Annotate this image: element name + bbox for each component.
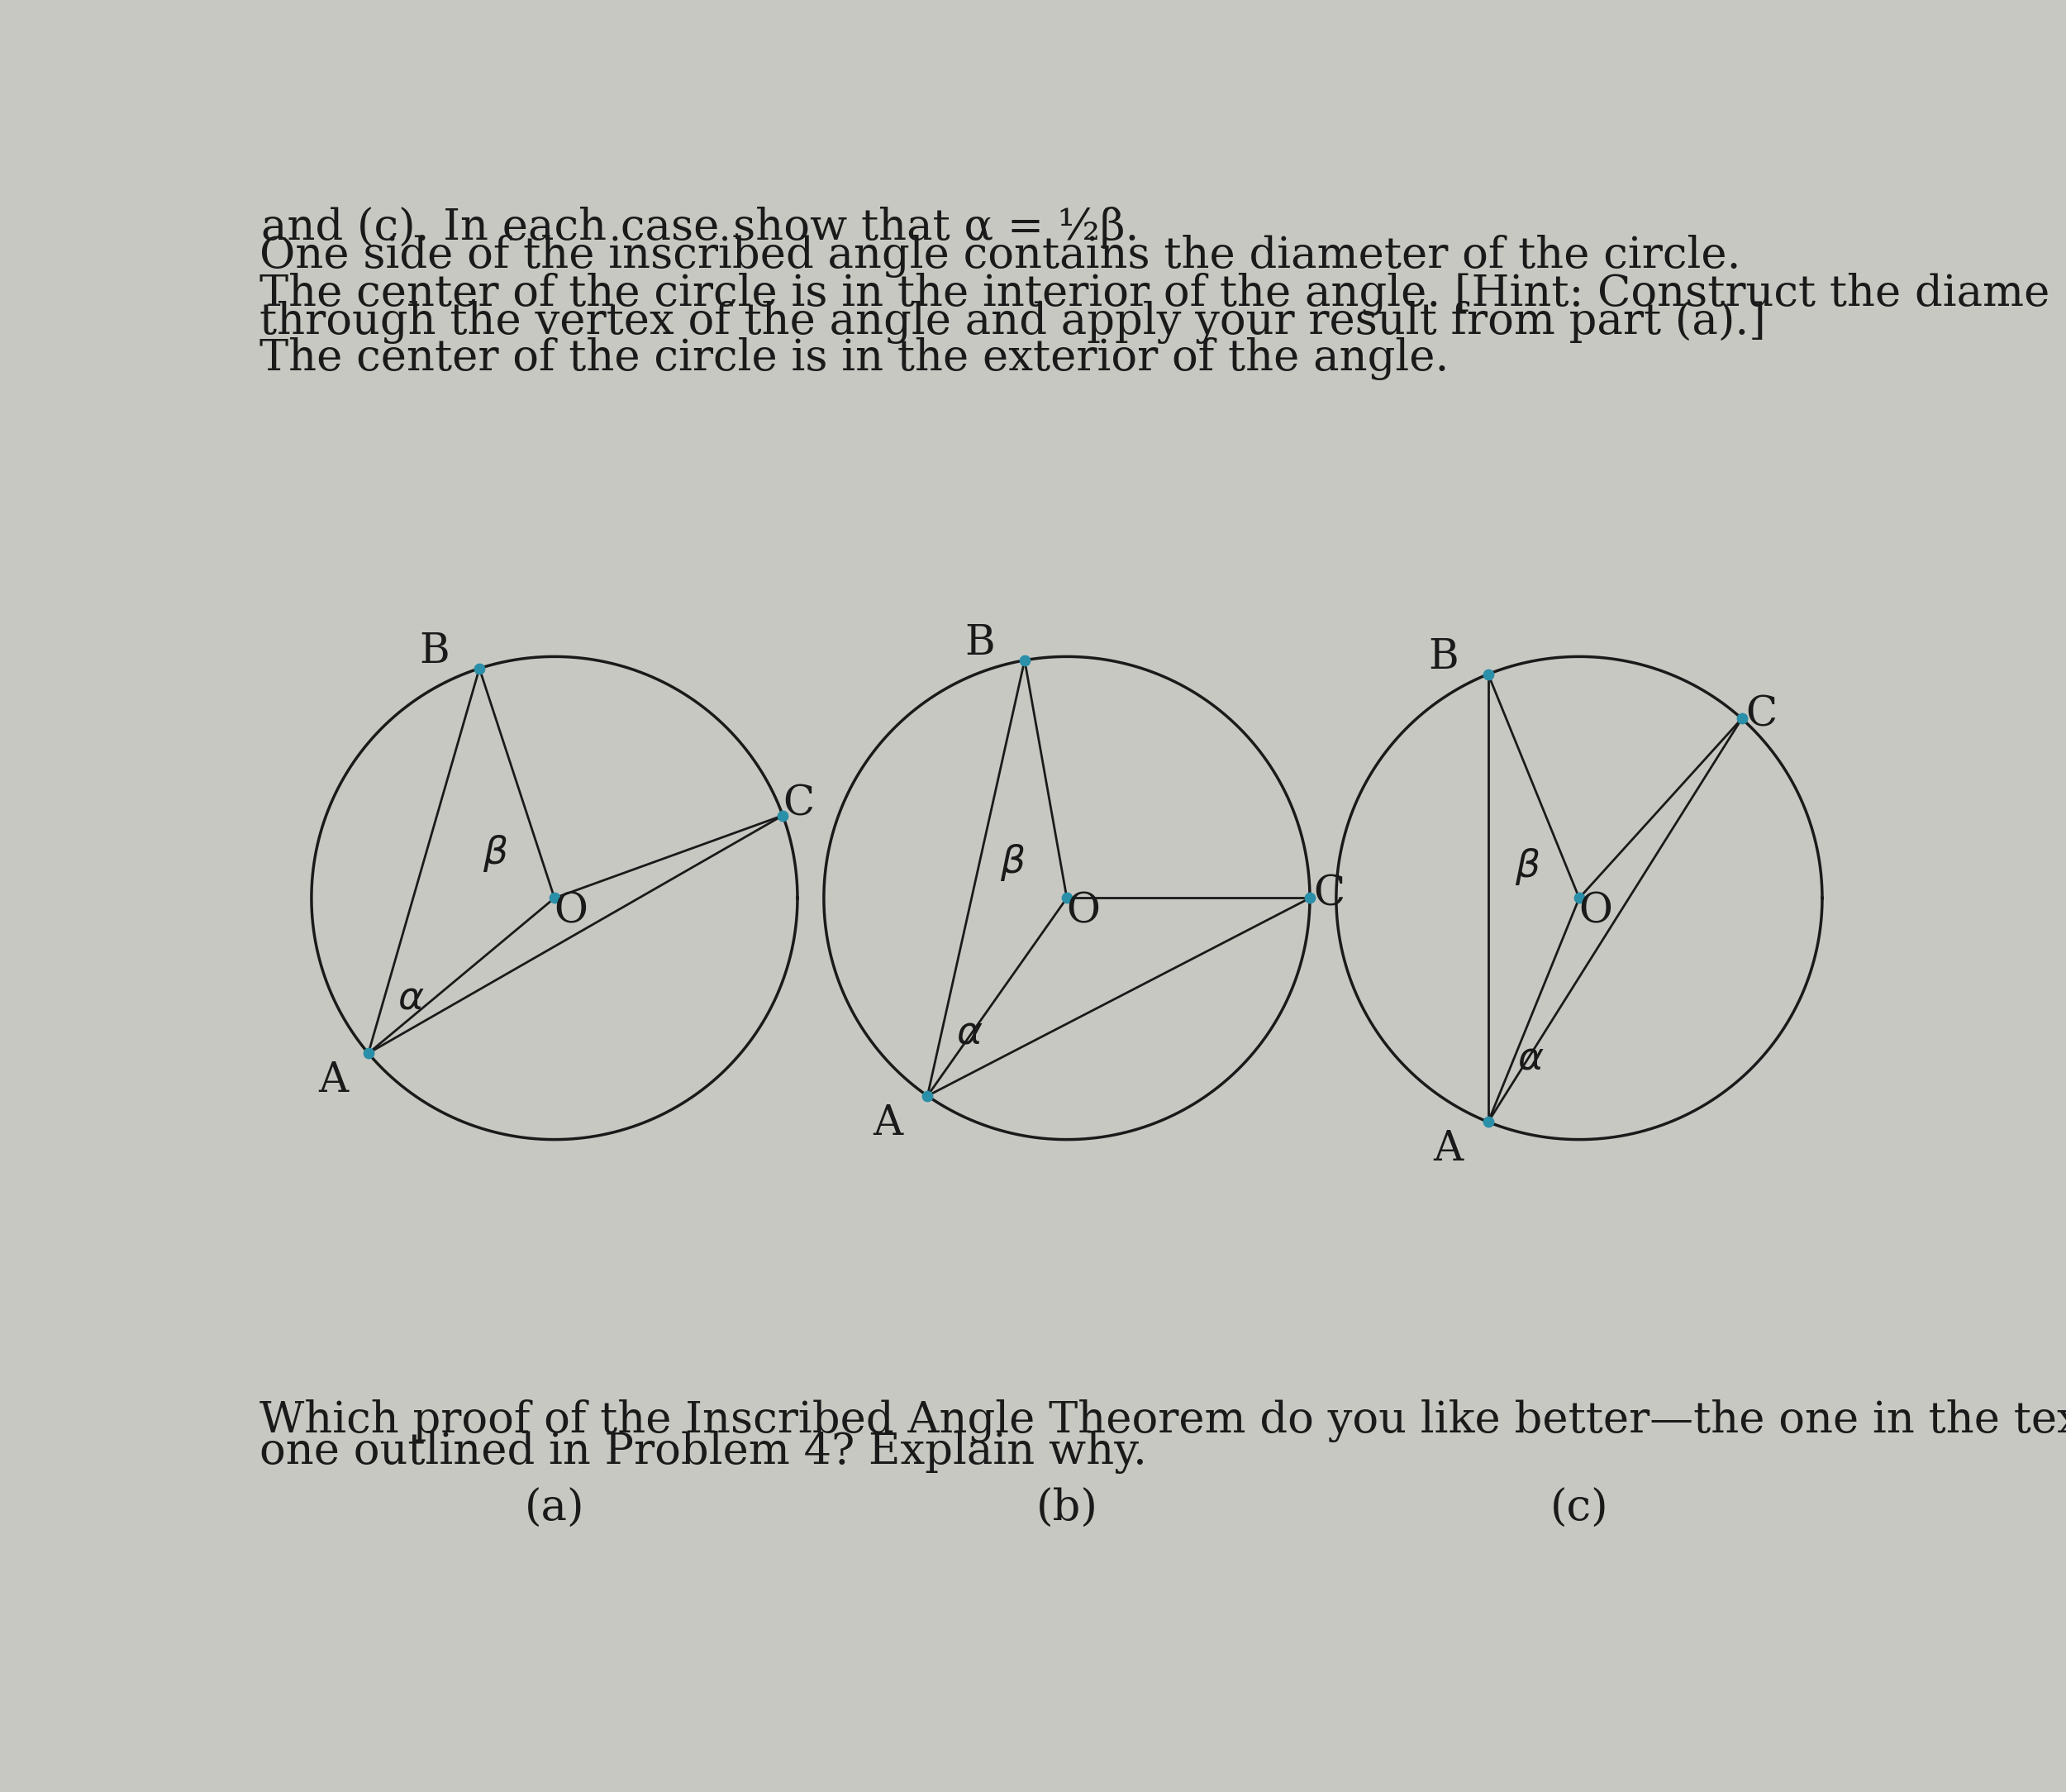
Text: The center of the circle is in the interior of the angle. [Hint: Construct the d: The center of the circle is in the inter… (260, 272, 2049, 315)
Text: The center of the circle is in the exterior of the angle.: The center of the circle is in the exter… (260, 337, 1448, 380)
Text: A: A (318, 1061, 347, 1102)
Point (1471, 659, 1504, 688)
Text: $\alpha$: $\alpha$ (397, 980, 424, 1018)
Text: One side of the inscribed angle contains the diameter of the circle.: One side of the inscribed angle contains… (260, 235, 1742, 278)
Text: O: O (1066, 891, 1099, 932)
Text: $\beta$: $\beta$ (1514, 848, 1541, 887)
Point (1725, 704, 1758, 733)
Point (911, 1082, 944, 1111)
Point (1008, 645, 1041, 674)
Text: O: O (1578, 891, 1611, 932)
Point (463, 654, 496, 683)
Point (766, 801, 800, 830)
Text: C: C (1746, 694, 1777, 735)
Text: and (c). In each case show that α = ½β.: and (c). In each case show that α = ½β. (260, 206, 1138, 249)
Text: $\beta$: $\beta$ (483, 833, 508, 873)
Text: C: C (783, 783, 814, 824)
Text: $\beta$: $\beta$ (1000, 842, 1025, 883)
Point (1050, 883, 1083, 912)
Point (1562, 883, 1595, 912)
Text: B: B (1428, 638, 1459, 677)
Text: through the vertex of the angle and apply your result from part (a).]: through the vertex of the angle and appl… (260, 301, 1766, 344)
Point (351, 1039, 384, 1068)
Text: A: A (1434, 1129, 1463, 1170)
Text: A: A (872, 1104, 903, 1143)
Text: B: B (419, 631, 450, 672)
Point (1471, 1107, 1504, 1136)
Text: (a): (a) (525, 1487, 585, 1530)
Text: C: C (1314, 873, 1345, 914)
Point (537, 883, 570, 912)
Text: $\alpha$: $\alpha$ (1516, 1041, 1543, 1077)
Text: Which proof of the Inscribed Angle Theorem do you like better—the one in the tex: Which proof of the Inscribed Angle Theor… (260, 1400, 2066, 1443)
Text: O: O (554, 891, 587, 932)
Text: (b): (b) (1035, 1487, 1097, 1530)
Text: B: B (965, 624, 996, 665)
Text: $\alpha$: $\alpha$ (957, 1014, 983, 1052)
Text: (c): (c) (1550, 1487, 1609, 1530)
Text: one outlined in Problem 4? Explain why.: one outlined in Problem 4? Explain why. (260, 1432, 1147, 1475)
Point (1293, 883, 1326, 912)
